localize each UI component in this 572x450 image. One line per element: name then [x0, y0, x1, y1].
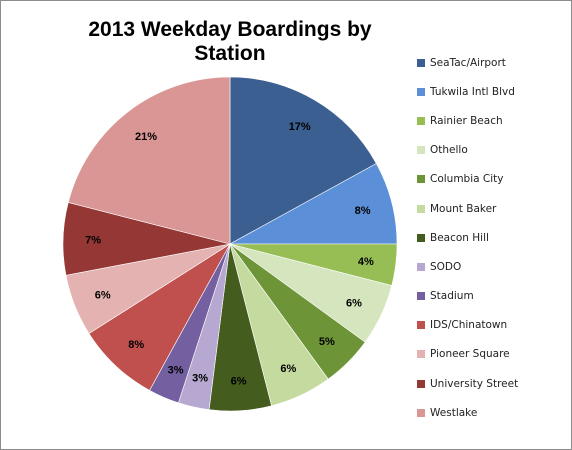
- legend-label: Westlake: [430, 406, 478, 419]
- slice-label: 6%: [95, 289, 111, 301]
- legend-label: Pioneer Square: [430, 348, 510, 361]
- chart-title: 2013 Weekday Boardings by Station: [88, 18, 372, 65]
- legend-swatch: [417, 262, 425, 271]
- slice-label: 5%: [319, 336, 335, 348]
- legend-label: Beacon Hill: [430, 231, 489, 244]
- legend-item: Rainier Beach: [417, 106, 567, 135]
- legend-item: Beacon Hill: [417, 223, 567, 252]
- legend-label: SODO: [430, 260, 462, 273]
- legend-item: Mount Baker: [417, 194, 567, 223]
- pie-slice-westlake: [67, 76, 231, 245]
- slice-label: 4%: [358, 256, 374, 268]
- slice-label: 8%: [128, 339, 144, 351]
- legend-label: Othello: [430, 144, 468, 157]
- legend-swatch: [417, 233, 425, 242]
- slice-label: 21%: [135, 131, 157, 143]
- legend-item: IDS/Chinatown: [417, 311, 567, 340]
- legend-swatch: [417, 408, 425, 417]
- legend-label: SeaTac/Airport: [430, 56, 506, 69]
- legend-swatch: [417, 321, 425, 330]
- legend-item: University Street: [417, 369, 567, 398]
- legend-swatch: [417, 87, 425, 96]
- legend-item: SODO: [417, 252, 567, 281]
- slice-label: 6%: [346, 297, 362, 309]
- legend-swatch: [417, 379, 425, 388]
- legend-item: Stadium: [417, 282, 567, 311]
- legend-label: Stadium: [430, 290, 474, 303]
- slice-label: 3%: [192, 373, 208, 385]
- legend-label: Rainier Beach: [430, 114, 503, 127]
- legend-label: IDS/Chinatown: [430, 319, 508, 332]
- chart-legend: SeaTac/Airport Tukwila Intl Blvd Rainier B…: [417, 48, 567, 427]
- legend-label: Mount Baker: [430, 202, 497, 215]
- legend-item: SeaTac/Airport: [417, 48, 567, 77]
- legend-swatch: [417, 204, 425, 213]
- legend-swatch: [417, 146, 425, 155]
- slice-label: 6%: [231, 376, 247, 388]
- slice-label: 3%: [168, 365, 184, 377]
- legend-label: University Street: [430, 377, 519, 390]
- slice-label: 6%: [280, 363, 296, 375]
- pie-slice-seatac-airport: [229, 76, 377, 245]
- legend-item: Columbia City: [417, 165, 567, 194]
- legend-swatch: [417, 292, 425, 301]
- legend-swatch: [417, 58, 425, 67]
- slice-label: 17%: [289, 121, 311, 133]
- legend-item: Othello: [417, 136, 567, 165]
- legend-swatch: [417, 350, 425, 359]
- legend-swatch: [417, 175, 425, 184]
- legend-item: Westlake: [417, 398, 567, 427]
- slice-label: 7%: [85, 235, 101, 247]
- legend-label: Columbia City: [430, 173, 504, 186]
- legend-label: Tukwila Intl Blvd: [430, 85, 515, 98]
- legend-item: Pioneer Square: [417, 340, 567, 369]
- slice-label: 8%: [355, 205, 371, 217]
- legend-item: Tukwila Intl Blvd: [417, 77, 567, 106]
- legend-swatch: [417, 116, 425, 125]
